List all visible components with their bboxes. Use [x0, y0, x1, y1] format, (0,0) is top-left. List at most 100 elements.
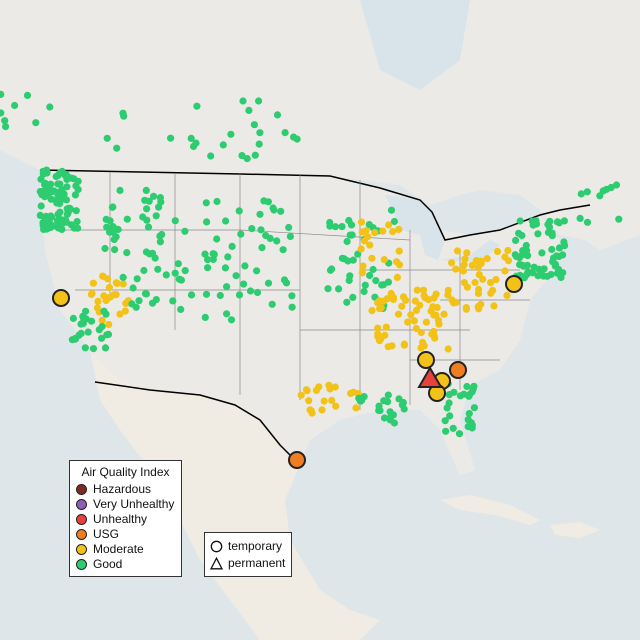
monitor-dot: [68, 174, 76, 182]
monitor-dot: [393, 258, 401, 266]
monitor-dot: [328, 396, 336, 404]
monitor-dot: [169, 297, 177, 305]
monitor-dot: [280, 276, 289, 284]
monitor-dot: [223, 283, 231, 291]
monitor-dot: [201, 250, 209, 258]
monitor-dot: [377, 304, 385, 312]
monitor-dot: [548, 245, 556, 254]
monitor-dot: [171, 217, 179, 225]
monitor-dot: [385, 221, 393, 229]
monitor-dot: [332, 402, 340, 410]
monitor-dot: [119, 280, 127, 288]
unhealthy-swatch-icon: [76, 513, 87, 525]
monitor-dot: [65, 204, 73, 212]
monitor-dot: [154, 265, 162, 273]
monitor-dot: [55, 180, 63, 188]
monitor-dot: [255, 97, 263, 105]
legend-label: Very Unhealthy: [93, 497, 175, 511]
monitor-dot: [142, 186, 150, 194]
monitor-dot: [455, 430, 464, 438]
monitor-dot: [546, 217, 554, 225]
monitor-dot: [382, 323, 390, 331]
highlighted-monitor: [52, 289, 70, 307]
monitor-dot: [551, 260, 560, 268]
monitor-dot: [0, 90, 5, 98]
monitor-dot: [243, 155, 251, 163]
monitor-dot: [346, 272, 354, 280]
monitor-dot: [62, 196, 71, 204]
usg-swatch-icon: [76, 528, 87, 540]
monitor-dot: [331, 223, 339, 231]
monitor-dot: [318, 406, 326, 414]
monitor-dot: [362, 227, 370, 235]
monitor-dot: [156, 194, 164, 202]
monitor-dot: [79, 312, 87, 320]
monitor-dot: [534, 272, 542, 280]
hudson-bay: [360, 0, 470, 90]
legend-label: Good: [93, 557, 123, 571]
monitor-dot: [288, 292, 296, 300]
monitor-dot: [532, 217, 540, 225]
monitor-dot: [129, 284, 137, 292]
monitor-dot: [110, 291, 118, 299]
monitor-dot: [256, 210, 264, 218]
monitor-dot: [326, 218, 334, 227]
monitor-dot: [583, 218, 592, 226]
monitor-dot: [251, 151, 259, 159]
monitor-dot: [32, 119, 40, 127]
monitor-dot: [503, 291, 511, 299]
monitor-dot: [433, 303, 441, 312]
monitor-dot: [174, 260, 182, 268]
marker-type-legend: temporary permanent: [204, 532, 292, 577]
monitor-dot: [343, 237, 351, 246]
monitor-dot: [238, 152, 246, 160]
monitor-dot: [58, 225, 66, 233]
legend-item-temporary: temporary: [210, 539, 282, 553]
monitor-dot: [222, 217, 230, 225]
monitor-dot: [288, 303, 296, 311]
monitor-dot: [395, 225, 403, 233]
monitor-dot: [325, 381, 333, 389]
monitor-dot: [56, 208, 64, 216]
monitor-dot: [335, 285, 343, 293]
monitor-dot: [235, 291, 244, 299]
monitor-dot: [98, 322, 106, 331]
monitor-dot: [128, 300, 136, 308]
monitor-dot: [445, 399, 453, 407]
monitor-dot: [515, 229, 523, 237]
monitor-dot: [87, 317, 96, 325]
monitor-dot: [349, 256, 357, 264]
monitor-dot: [576, 214, 584, 222]
monitor-dot: [390, 419, 398, 427]
monitor-dot: [102, 296, 110, 305]
monitor-dot: [67, 221, 76, 229]
highlighted-monitor: [505, 275, 523, 293]
monitor-dot: [84, 328, 92, 336]
monitor-dot: [181, 267, 189, 275]
monitor-dot: [155, 203, 163, 211]
hispaniola-land: [550, 522, 600, 538]
monitor-dot: [369, 265, 377, 274]
monitor-dot: [101, 244, 109, 253]
monitor-dot: [464, 416, 472, 424]
monitor-dot: [359, 262, 367, 270]
monitor-dot: [47, 195, 55, 203]
monitor-dot: [471, 278, 479, 287]
monitor-dot: [113, 279, 121, 287]
monitor-dot: [262, 231, 270, 240]
monitor-dot: [389, 295, 397, 303]
mexico-land: [90, 350, 380, 640]
monitor-dot: [458, 266, 466, 274]
monitor-dot: [81, 344, 89, 352]
circle-icon: [210, 540, 223, 552]
monitor-dot: [99, 272, 107, 280]
monitor-dot: [449, 424, 457, 432]
monitor-dot: [442, 427, 450, 435]
monitor-dot: [368, 307, 376, 315]
monitor-dot: [534, 230, 542, 238]
monitor-dot: [120, 112, 128, 120]
monitor-dot: [432, 290, 440, 298]
monitor-dot: [171, 269, 179, 277]
monitor-dot: [324, 285, 332, 293]
canada-land: [0, 0, 640, 250]
